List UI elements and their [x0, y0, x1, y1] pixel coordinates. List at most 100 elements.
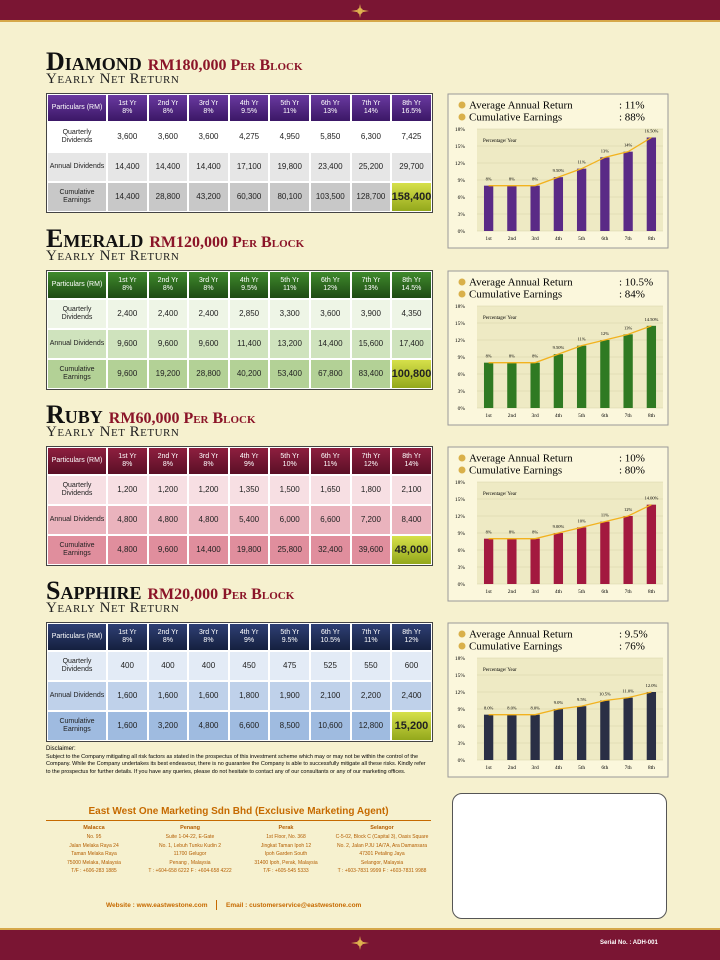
value-label: 13% [624, 325, 633, 330]
table-cell: 8,500 [269, 711, 310, 741]
bar [553, 354, 564, 408]
summary-value: : 11% [619, 100, 645, 112]
table-cell: 13,200 [269, 329, 310, 359]
summary-label: Cumulative Earnings [469, 465, 562, 477]
table-cell: 53,400 [269, 359, 310, 389]
year-label: 7th Yr [361, 276, 381, 284]
header-cell: 5th Yr 9.5% [269, 623, 310, 651]
table-cell: 14,400 [107, 152, 148, 182]
office-line: 75000 Melaka, Malaysia [67, 859, 121, 866]
returns-table: Particulars (RM) 1st Yr 8% 2nd Yr 8% 3rd Yr 8%… [46, 270, 433, 390]
table-cell: 8,400 [391, 505, 432, 535]
year-label: 6th Yr [321, 628, 340, 636]
rate-label: 8% [203, 108, 214, 115]
year-label: 2nd Yr [157, 628, 179, 636]
office-line: Ipoh Garden South [264, 851, 308, 858]
plan-title: Emerald RM120,000 Per Block [46, 224, 304, 254]
y-tick-label: 0% [458, 758, 466, 764]
plan-price: RM60,000 [108, 410, 180, 427]
header-cell: 4th Yr 9% [228, 447, 270, 475]
year-label: 2nd Yr [157, 452, 179, 460]
table-cell: 12,800 [350, 711, 392, 741]
table-cell: 4,275 [228, 122, 270, 152]
chart: Average Annual Return: 10% Cumulative Ear… [447, 446, 669, 602]
header-cell: 7th Yr 13% [350, 271, 392, 299]
table-cell: 103,500 [310, 182, 351, 212]
y-tick-label: 6% [458, 195, 466, 201]
y-tick-label: 3% [458, 212, 466, 218]
table-cell: 9,600 [147, 329, 189, 359]
bar [507, 714, 517, 760]
row-label: Annual Dividends [47, 152, 107, 182]
value-label: 8.0% [484, 706, 494, 711]
header-cell: 1st Yr 8% [107, 94, 148, 122]
header-cell: 1st Yr 8% [107, 447, 148, 475]
office-line: T/F : +605-545 5333 [263, 868, 309, 875]
y-tick-label: 12% [455, 690, 466, 696]
summary-value: : 10% [619, 453, 645, 465]
disclaimer-title: Disclaimer: [46, 746, 76, 752]
value-label: 11% [578, 337, 586, 342]
table-cell: 6,000 [269, 505, 310, 535]
x-tick-label: 5th [578, 413, 585, 419]
table-cell: 3,300 [269, 299, 310, 329]
trend-line [488, 691, 652, 716]
rate-label: 12% [363, 461, 378, 468]
rate-label: 8% [122, 461, 133, 468]
value-label: 12.0% [646, 683, 658, 688]
header-cell: 8th Yr 12% [391, 623, 432, 651]
bullet [458, 630, 466, 638]
bullet [458, 454, 466, 462]
rate-label: 8% [162, 637, 173, 644]
value-label: 9.50% [553, 345, 565, 350]
bullet [458, 278, 466, 286]
bar [600, 521, 610, 584]
table-cell: 9,600 [147, 535, 189, 565]
office-line: 31400 Ipoh, Perak, Malaysia [254, 859, 318, 866]
rate-label: 12% [323, 285, 338, 292]
office: Malacca No. 95 Jalan Melaka Raya 24 Taman M… [46, 824, 142, 876]
table-cell: 17,100 [228, 152, 270, 182]
table-cell: 2,400 [147, 299, 189, 329]
value-label: 8% [509, 354, 515, 359]
table-cell: 80,100 [269, 182, 310, 212]
header-cell: Particulars (RM) [47, 94, 107, 122]
table-cell: 14,400 [188, 152, 229, 182]
year-label: 7th Yr [361, 628, 381, 636]
table-cell: 1,200 [107, 475, 148, 505]
empty-box [452, 793, 667, 919]
table-cell: 6,300 [350, 122, 392, 152]
x-tick-label: 8th [648, 589, 655, 595]
office-line: Selangor, Malaysia [360, 859, 404, 866]
table-cell: 15,600 [350, 329, 392, 359]
summary-label: Average Annual Return [469, 629, 573, 641]
value-label: 8% [486, 530, 492, 535]
header-cell: Particulars (RM) [47, 271, 107, 299]
rate-label: 10.5% [320, 637, 341, 644]
y-tick-label: 9% [458, 355, 466, 361]
x-tick-label: 2nd [508, 589, 517, 595]
header-cell: 8th Yr 16.5% [391, 94, 432, 122]
rate-label: 9.5% [281, 637, 298, 644]
office-line: No. 2, Jalan PJU 1A/7A, Ara Damansara [336, 842, 428, 849]
summary-value: : 9.5% [619, 629, 648, 641]
disclaimer-text: Subject to the Company mitigating all ri… [46, 754, 426, 775]
plan-price: RM180,000 [147, 57, 227, 74]
y-tick-label: 0% [458, 406, 466, 412]
header-cell: Particulars (RM) [47, 447, 107, 475]
header-cell: 2nd Yr 8% [147, 94, 189, 122]
table-cell: 7,200 [350, 505, 392, 535]
rate-label: 10% [282, 461, 297, 468]
table-cell: 25,200 [350, 152, 392, 182]
office-line: No. 95 [86, 834, 102, 841]
year-label: 3rd Yr [199, 452, 218, 460]
value-label: 8% [532, 354, 538, 359]
y-tick-label: 18% [455, 656, 466, 662]
table-cell: 1,600 [107, 681, 148, 711]
header-cell: 5th Yr 11% [269, 271, 310, 299]
y-tick-label: 12% [455, 514, 466, 520]
y-tick-label: 15% [455, 144, 466, 150]
x-tick-label: 6th [601, 413, 608, 419]
bullet [458, 642, 466, 650]
table-cell: 4,800 [188, 711, 229, 741]
